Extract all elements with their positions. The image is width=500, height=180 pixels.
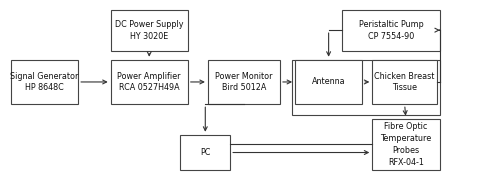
FancyBboxPatch shape — [372, 60, 437, 104]
Text: Chicken Breast
Tissue: Chicken Breast Tissue — [374, 72, 435, 92]
Text: Fibre Optic
Temperature
Probes
RFX-04-1: Fibre Optic Temperature Probes RFX-04-1 — [380, 122, 432, 167]
Text: Peristaltic Pump
CP 7554-90: Peristaltic Pump CP 7554-90 — [358, 20, 424, 40]
FancyBboxPatch shape — [110, 10, 188, 51]
Text: Power Monitor
Bird 5012A: Power Monitor Bird 5012A — [215, 72, 272, 92]
FancyBboxPatch shape — [208, 60, 280, 104]
Text: Antenna: Antenna — [312, 77, 346, 86]
Text: Signal Generator
HP 8648C: Signal Generator HP 8648C — [10, 72, 79, 92]
FancyBboxPatch shape — [110, 60, 188, 104]
Text: PC: PC — [200, 148, 210, 157]
Text: Power Amplifier
RCA 0527H49A: Power Amplifier RCA 0527H49A — [118, 72, 181, 92]
FancyBboxPatch shape — [292, 60, 440, 115]
FancyBboxPatch shape — [372, 119, 440, 170]
FancyBboxPatch shape — [180, 135, 230, 170]
FancyBboxPatch shape — [295, 60, 362, 104]
FancyBboxPatch shape — [342, 10, 440, 51]
FancyBboxPatch shape — [11, 60, 78, 104]
Text: DC Power Supply
HY 3020E: DC Power Supply HY 3020E — [115, 20, 184, 40]
